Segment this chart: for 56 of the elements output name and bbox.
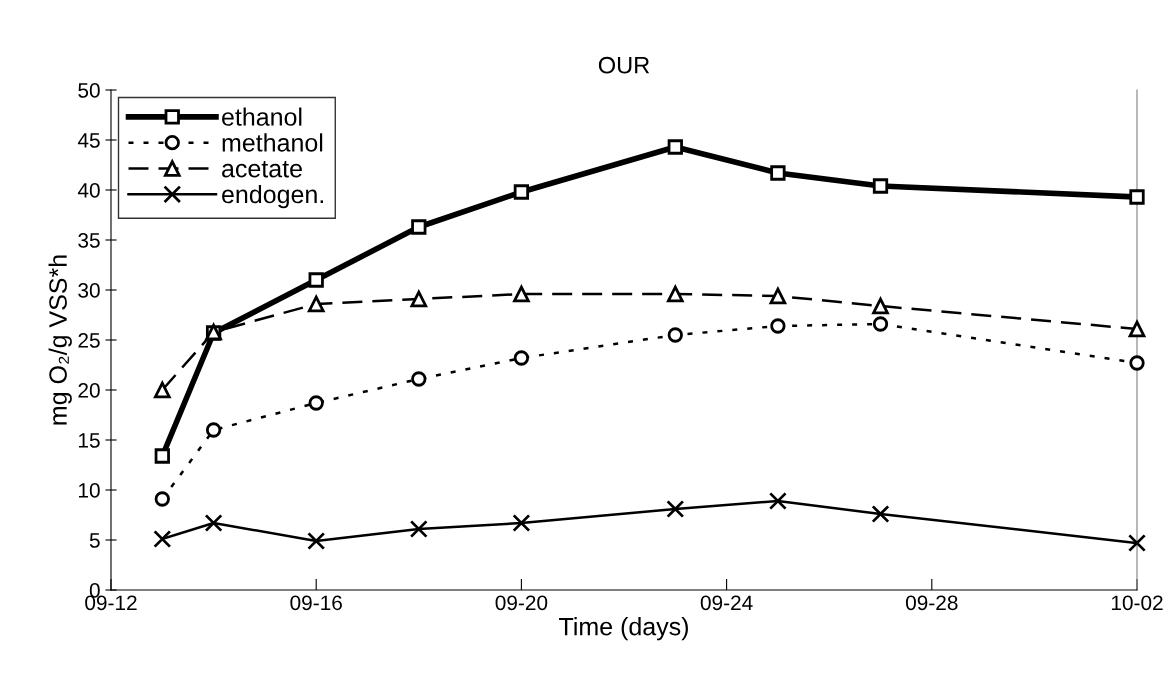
point xyxy=(154,491,170,507)
point xyxy=(513,285,530,303)
point xyxy=(308,395,324,411)
y-axis-title: mg O₂/g VSS*h xyxy=(48,255,72,425)
y-tick-label: 15 xyxy=(79,433,100,448)
y-tick-label: 45 xyxy=(77,133,100,148)
y-tick-label: 20 xyxy=(78,383,100,398)
point xyxy=(153,381,171,399)
x-tick-label: 10-02 xyxy=(1111,595,1163,611)
y-tick-label: 25 xyxy=(78,333,100,348)
point xyxy=(204,513,223,533)
point xyxy=(409,519,428,539)
point xyxy=(205,422,222,438)
point xyxy=(769,287,787,305)
point xyxy=(1128,320,1146,338)
y-tick-label: 35 xyxy=(78,233,100,248)
y-tick-label: 10 xyxy=(79,483,100,498)
point xyxy=(307,531,326,551)
y-tick-label: 50 xyxy=(78,83,100,98)
legend-label: acetate xyxy=(222,161,302,178)
point xyxy=(1127,533,1147,553)
point xyxy=(411,371,427,387)
point xyxy=(153,529,172,549)
x-tick-label: 09-20 xyxy=(495,595,548,611)
point xyxy=(513,350,530,366)
point xyxy=(307,295,325,313)
point xyxy=(1129,355,1145,371)
chart-title: OUR xyxy=(598,56,650,74)
y-tick-label: 5 xyxy=(89,533,100,548)
point xyxy=(770,165,786,181)
legend-label: endogen. xyxy=(222,184,323,209)
point xyxy=(513,184,530,200)
x-axis-title: Time (days) xyxy=(559,617,688,641)
point xyxy=(154,448,170,464)
point xyxy=(410,290,428,308)
x-tick-label: 09-28 xyxy=(905,595,958,611)
point xyxy=(666,499,685,519)
point xyxy=(1129,189,1145,205)
y-tick-label: 40 xyxy=(77,183,100,198)
point xyxy=(308,272,324,288)
point xyxy=(871,504,890,524)
legend-label: ethanol xyxy=(222,107,302,126)
legend-label: methanol xyxy=(222,133,323,152)
point xyxy=(411,219,427,235)
point xyxy=(666,285,684,303)
y-tick-label: 30 xyxy=(78,283,100,298)
point xyxy=(768,491,787,511)
point xyxy=(770,318,786,334)
point xyxy=(872,316,889,332)
point xyxy=(667,327,683,343)
point xyxy=(872,178,889,194)
point xyxy=(512,513,531,533)
x-tick-label: 09-16 xyxy=(290,595,342,611)
point xyxy=(667,139,683,155)
x-tick-label: 09-24 xyxy=(700,595,753,611)
point xyxy=(872,297,889,315)
